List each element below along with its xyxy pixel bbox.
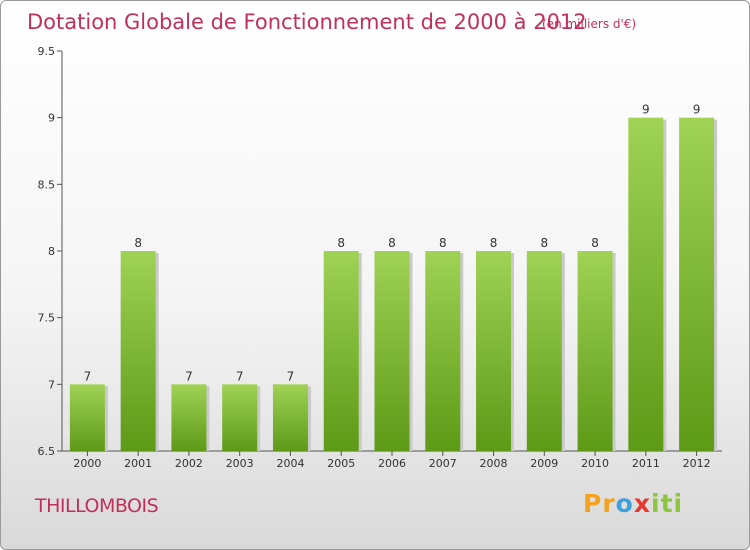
bar-2012[interactable] xyxy=(679,117,715,452)
x-tick-label: 2009 xyxy=(530,457,558,470)
bar-2004[interactable] xyxy=(272,384,308,451)
value-label: 7 xyxy=(236,369,244,383)
value-label: 8 xyxy=(337,236,345,250)
value-label: 9 xyxy=(693,103,701,117)
y-tick-label: 9.5 xyxy=(38,45,56,58)
x-tick-label: 2001 xyxy=(124,457,152,470)
value-label: 8 xyxy=(591,236,599,250)
bar-2008[interactable] xyxy=(476,251,512,451)
y-tick-label: 6.5 xyxy=(38,445,56,458)
value-label: 7 xyxy=(185,369,193,383)
value-label: 7 xyxy=(84,369,92,383)
value-label: 9 xyxy=(642,103,650,117)
y-tick-label: 7.5 xyxy=(38,312,56,325)
bar-2010[interactable] xyxy=(577,251,613,451)
commune-name: THILLOMBOIS xyxy=(35,495,159,517)
x-tick-label: 2005 xyxy=(327,457,355,470)
labels-group: 7 2000 8 2001 7 2002 7 2003 7 2004 8 2005 8 2006 8 2007… xyxy=(73,103,710,470)
chart-subtitle: (en milliers d'€) xyxy=(542,17,637,31)
value-label: 8 xyxy=(540,236,548,250)
bar-2000[interactable] xyxy=(69,384,105,451)
proxiti-logo[interactable]: Proxiti xyxy=(583,489,683,518)
logo-letter: x xyxy=(633,489,651,518)
bars-group xyxy=(69,117,718,452)
logo-letter: t xyxy=(660,489,674,518)
x-tick-label: 2011 xyxy=(632,457,660,470)
x-tick-label: 2008 xyxy=(480,457,508,470)
bar-2006[interactable] xyxy=(374,251,410,451)
y-tick-label: 7 xyxy=(48,378,55,391)
logo-letter: i xyxy=(651,489,661,518)
logo-letter: i xyxy=(673,489,684,518)
x-tick-label: 2007 xyxy=(429,457,457,470)
x-tick-label: 2003 xyxy=(226,457,254,470)
chart-title: Dotation Globale de Fonctionnement de 20… xyxy=(27,10,587,34)
y-tick-label: 9 xyxy=(48,112,55,125)
logo-letter: P xyxy=(583,489,603,518)
y-tick-label: 8 xyxy=(48,245,55,258)
value-label: 8 xyxy=(490,236,498,250)
x-tick-label: 2004 xyxy=(276,457,304,470)
logo-letter: o xyxy=(615,489,634,518)
value-label: 8 xyxy=(134,236,142,250)
bar-2002[interactable] xyxy=(171,384,207,451)
value-label: 7 xyxy=(287,369,295,383)
bar-2011[interactable] xyxy=(628,117,664,452)
x-tick-label: 2000 xyxy=(73,457,101,470)
x-tick-label: 2006 xyxy=(378,457,406,470)
bar-2009[interactable] xyxy=(526,251,562,451)
value-label: 8 xyxy=(388,236,396,250)
bar-2001[interactable] xyxy=(120,251,156,451)
x-tick-label: 2010 xyxy=(581,457,609,470)
x-tick-label: 2002 xyxy=(175,457,203,470)
x-tick-label: 2012 xyxy=(683,457,711,470)
bar-2007[interactable] xyxy=(425,251,461,451)
bar-2005[interactable] xyxy=(323,251,359,451)
value-label: 8 xyxy=(439,236,447,250)
bar-2003[interactable] xyxy=(222,384,258,451)
logo-letter: r xyxy=(602,489,616,518)
y-tick-label: 8.5 xyxy=(38,178,56,191)
